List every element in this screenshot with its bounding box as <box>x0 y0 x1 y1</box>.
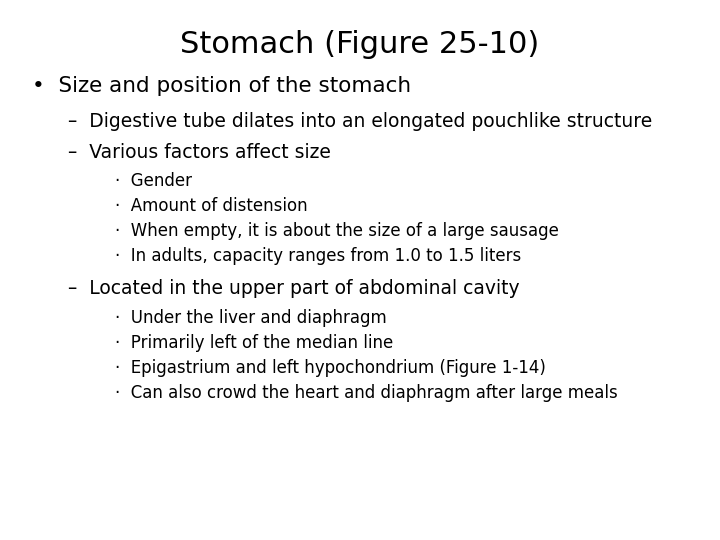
Text: ·  Can also crowd the heart and diaphragm after large meals: · Can also crowd the heart and diaphragm… <box>115 383 618 402</box>
Text: ·  Amount of distension: · Amount of distension <box>115 197 308 215</box>
Text: ·  In adults, capacity ranges from 1.0 to 1.5 liters: · In adults, capacity ranges from 1.0 to… <box>115 247 521 265</box>
Text: ·  When empty, it is about the size of a large sausage: · When empty, it is about the size of a … <box>115 222 559 240</box>
Text: –  Various factors affect size: – Various factors affect size <box>68 143 331 162</box>
Text: ·  Under the liver and diaphragm: · Under the liver and diaphragm <box>115 309 387 327</box>
Text: ·  Gender: · Gender <box>115 172 192 191</box>
Text: –  Located in the upper part of abdominal cavity: – Located in the upper part of abdominal… <box>68 279 520 299</box>
Text: –  Digestive tube dilates into an elongated pouchlike structure: – Digestive tube dilates into an elongat… <box>68 112 652 131</box>
Text: Stomach (Figure 25-10): Stomach (Figure 25-10) <box>181 30 539 59</box>
Text: ·  Primarily left of the median line: · Primarily left of the median line <box>115 334 393 352</box>
Text: ·  Epigastrium and left hypochondrium (Figure 1-14): · Epigastrium and left hypochondrium (Fi… <box>115 359 546 377</box>
Text: •  Size and position of the stomach: • Size and position of the stomach <box>32 76 412 97</box>
